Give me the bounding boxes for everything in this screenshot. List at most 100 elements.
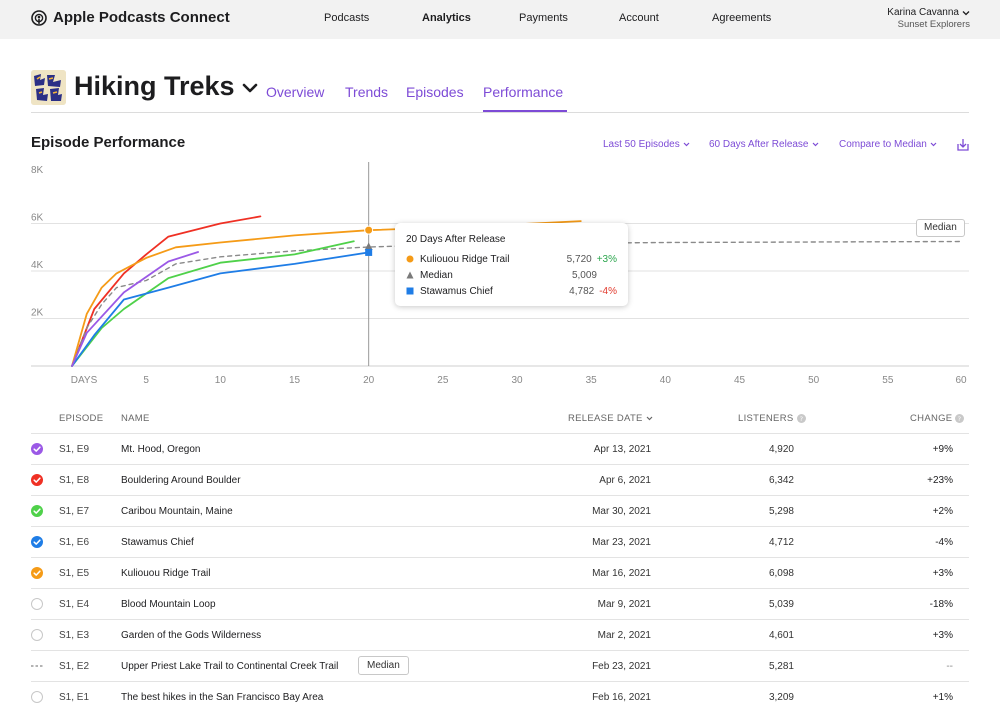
chevron-down-icon [962, 10, 970, 15]
episode-name[interactable]: Caribou Mountain, Maine [121, 506, 233, 517]
table-row[interactable]: S1, E2 Upper Priest Lake Trail to Contine… [31, 650, 969, 681]
series-line[interactable] [71, 215, 262, 367]
x-tick-label: 10 [215, 375, 227, 386]
series-line[interactable] [71, 251, 370, 367]
release-date: Mar 30, 2021 [592, 506, 651, 517]
svg-text:?: ? [958, 415, 962, 423]
podcast-artwork [31, 70, 66, 105]
nav-payments[interactable]: Payments [519, 12, 568, 24]
table-row[interactable]: S1, E1 The best hikes in the San Francisc… [31, 681, 969, 703]
episode-name[interactable]: Blood Mountain Loop [121, 599, 216, 610]
checkbox-checked-icon[interactable] [31, 536, 43, 548]
episode-number: S1, E6 [59, 537, 90, 548]
chevron-down-icon [930, 142, 937, 147]
listeners-count: 4,920 [768, 444, 794, 455]
x-tick-label: 30 [511, 375, 523, 386]
brand[interactable]: Apple Podcasts Connect [31, 9, 230, 26]
tooltip-series-name: Kuliouou Ridge Trail [420, 253, 510, 265]
episode-number: S1, E5 [59, 568, 90, 579]
nav-analytics[interactable]: Analytics [422, 12, 471, 24]
checkbox-checked-icon[interactable] [31, 443, 43, 455]
episode-number: S1, E7 [59, 506, 90, 517]
table-row[interactable]: S1, E5 Kuliouou Ridge Trail Mar 16, 2021 6,… [31, 557, 969, 588]
help-icon[interactable]: ? [955, 414, 965, 423]
tab-performance[interactable]: Performance [483, 84, 564, 100]
episodes-filter-dropdown[interactable]: Last 50 Episodes [603, 139, 690, 150]
help-icon[interactable]: ? [796, 414, 806, 423]
user-team: Sunset Explorers [897, 19, 970, 30]
col-header-release-date[interactable]: RELEASE DATE [568, 413, 653, 424]
tooltip-row: Kuliouou Ridge Trail 5,720 +3% [406, 251, 617, 267]
checkbox-unchecked-icon[interactable] [31, 598, 43, 610]
release-date: Mar 2, 2021 [597, 630, 651, 641]
series-line[interactable] [71, 240, 355, 367]
nav-agreements[interactable]: Agreements [712, 12, 772, 24]
section-title: Episode Performance [31, 134, 186, 151]
col-header-change-label: CHANGE [910, 413, 953, 424]
col-header-change: CHANGE ? [910, 413, 965, 424]
episode-name[interactable]: Garden of the Gods Wilderness [121, 630, 262, 641]
x-tick-label: 35 [586, 375, 598, 386]
episode-name[interactable]: Mt. Hood, Oregon [121, 444, 201, 455]
tab-overview[interactable]: Overview [266, 84, 325, 100]
col-header-listeners-label: LISTENERS [738, 413, 794, 424]
table-row[interactable]: S1, E8 Bouldering Around Boulder Apr 6, 20… [31, 464, 969, 495]
release-date: Apr 6, 2021 [599, 475, 651, 486]
user-menu[interactable]: Karina Cavanna Sunset Explorers [887, 7, 970, 30]
chart-series [71, 215, 963, 367]
episode-number: S1, E9 [59, 444, 90, 455]
table-row[interactable]: S1, E9 Mt. Hood, Oregon Apr 13, 2021 4,920 +… [31, 433, 969, 464]
episode-name[interactable]: Bouldering Around Boulder [121, 475, 241, 486]
tooltip-row: Median 5,009 [406, 267, 617, 283]
table-row[interactable]: S1, E7 Caribou Mountain, Maine Mar 30, 202… [31, 495, 969, 526]
tooltip-series-value: 4,782 [569, 285, 595, 297]
compare-filter-dropdown[interactable]: Compare to Median [839, 139, 937, 150]
change-value: +3% [932, 568, 953, 579]
episodes-filter-label: Last 50 Episodes [603, 139, 680, 150]
change-value: -- [946, 661, 953, 672]
table-row[interactable]: S1, E3 Garden of the Gods Wilderness Mar 2… [31, 619, 969, 650]
table-row[interactable]: S1, E6 Stawamus Chief Mar 23, 2021 4,712 -4% [31, 526, 969, 557]
circle-marker-icon [406, 255, 414, 263]
episode-name[interactable]: Kuliouou Ridge Trail [121, 568, 211, 579]
performance-chart[interactable]: DAYS 5 10 15 20 25 30 35 40 45 50 55 60 8K 6K 4K 2K [0, 160, 1000, 390]
checkbox-checked-icon[interactable] [31, 474, 43, 486]
window-filter-dropdown[interactable]: 60 Days After Release [709, 139, 819, 150]
tab-episodes[interactable]: Episodes [406, 84, 464, 100]
square-marker-icon [406, 287, 414, 295]
triangle-marker-icon [406, 271, 414, 279]
tooltip-series-name: Median [420, 269, 453, 281]
checkbox-unchecked-icon[interactable] [31, 629, 43, 641]
y-tick-label: 2K [31, 308, 44, 319]
col-header-episode: EPISODE [59, 413, 103, 424]
tooltip-series-name: Stawamus Chief [420, 285, 493, 297]
y-tick-label: 4K [31, 260, 44, 271]
checkbox-unchecked-icon[interactable] [31, 691, 43, 703]
episode-name[interactable]: Stawamus Chief [121, 537, 194, 548]
episode-name[interactable]: The best hikes in the San Francisco Bay … [121, 692, 324, 703]
tab-trends[interactable]: Trends [345, 84, 389, 100]
x-tick-label: 55 [882, 375, 894, 386]
compare-filter-label: Compare to Median [839, 139, 927, 150]
listeners-count: 4,712 [768, 537, 794, 548]
nav-account[interactable]: Account [619, 12, 659, 24]
series-line[interactable] [71, 240, 963, 367]
tooltip-series-value: 5,720 [566, 253, 592, 265]
header-divider [31, 112, 969, 113]
podcast-title[interactable]: Hiking Treks [74, 71, 258, 102]
x-axis: DAYS 5 10 15 20 25 30 35 40 45 50 55 60 [71, 375, 967, 386]
tooltip-title: 20 Days After Release [406, 234, 506, 245]
checkbox-checked-icon[interactable] [31, 567, 43, 579]
y-tick-label: 8K [31, 165, 44, 176]
download-icon[interactable] [956, 138, 970, 152]
change-value: +9% [932, 444, 953, 455]
checkbox-checked-icon[interactable] [31, 505, 43, 517]
release-date: Mar 23, 2021 [592, 537, 651, 548]
table-row[interactable]: S1, E4 Blood Mountain Loop Mar 9, 2021 5,03… [31, 588, 969, 619]
cursor-marker [364, 225, 374, 235]
x-tick-label: 40 [660, 375, 672, 386]
episode-name[interactable]: Upper Priest Lake Trail to Continental C… [121, 661, 339, 672]
nav-podcasts[interactable]: Podcasts [324, 12, 370, 24]
series-line[interactable] [71, 251, 200, 367]
release-date: Mar 9, 2021 [597, 599, 651, 610]
